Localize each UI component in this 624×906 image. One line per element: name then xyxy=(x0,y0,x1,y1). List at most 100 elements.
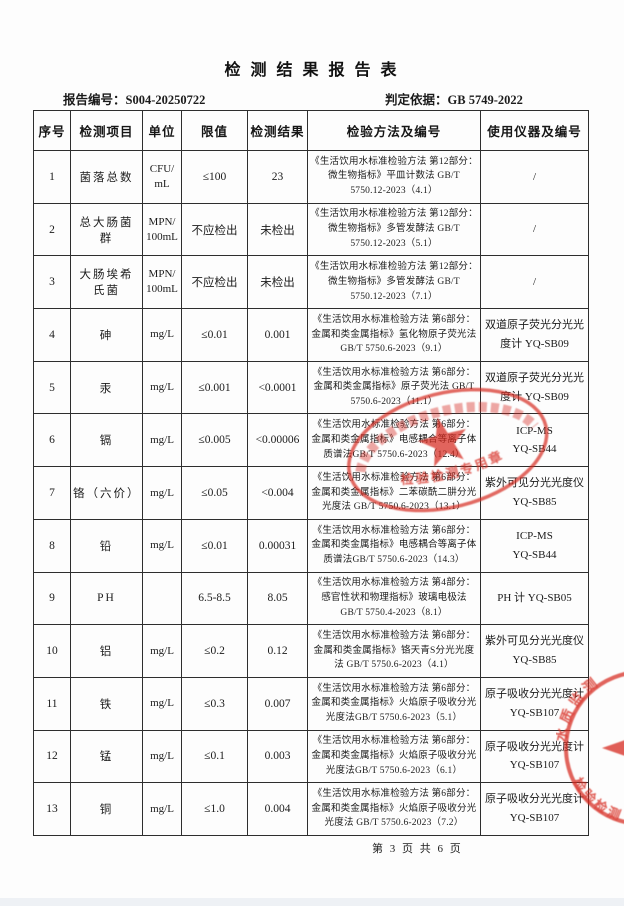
cell-item: 锰 xyxy=(70,729,143,784)
cell-limit: ≤0.01 xyxy=(181,518,248,573)
judgment-basis-label: 判定依据： xyxy=(385,93,448,107)
table-row: 5 汞 mg/L ≤0.001 <0.0001 《生活饮用水标准检验方法 第6部… xyxy=(33,360,589,415)
cell-instrument: 紫外可见分光光度仪 YQ-SB85 xyxy=(480,624,589,678)
cell-instrument: 原子吸收分光光度计 YQ-SB107 xyxy=(480,729,589,784)
cell-seq: 4 xyxy=(33,308,71,362)
cell-method: 《生活饮用水标准检验方法 第4部分：感官性状和物理指标》玻璃电极法 GB/T 5… xyxy=(307,571,481,626)
table-row: 11 铁 mg/L ≤0.3 0.007 《生活饮用水标准检验方法 第6部分：金… xyxy=(33,676,589,731)
report-number-value: S004-20250722 xyxy=(125,93,206,107)
cell-method: 《生活饮用水标准检验方法 第6部分：金属和类金属指标》火焰原子吸收分光光度法GB… xyxy=(307,676,481,731)
cell-method: 《生活饮用水标准检验方法 第6部分：金属和类金属指标》铬天青S分光光度法 GB/… xyxy=(307,624,481,678)
results-table: 序号 检测项目 单位 限值 检测结果 检验方法及编号 使用仪器及编号 1 菌落总… xyxy=(33,110,589,836)
cell-seq: 12 xyxy=(33,729,71,784)
cell-item: 菌落总数 xyxy=(70,150,143,204)
cell-result: 0.004 xyxy=(247,782,308,836)
cell-limit: ≤0.001 xyxy=(181,360,248,415)
cell-instrument: 双道原子荧光分光光度计 YQ-SB09 xyxy=(480,308,589,362)
report-number-label: 报告编号： xyxy=(63,93,126,107)
cell-method: 《生活饮用水标准检验方法 第6部分：金属和类金属指标》二苯碳酰二肼分光光度法 G… xyxy=(307,466,481,520)
judgment-basis-value: GB 5749-2022 xyxy=(447,93,523,107)
cell-limit: ≤0.01 xyxy=(181,308,248,362)
page-title: 检 测 结 果 报 告 表 xyxy=(224,62,400,79)
cell-unit: MPN/ 100mL xyxy=(142,202,182,257)
cell-item: 砷 xyxy=(70,308,143,362)
cell-method: 《生活饮用水标准检验方法 第6部分：金属和类金属指标》火焰原子吸收分光光度法GB… xyxy=(307,729,481,784)
table-row: 2 总大肠菌群 MPN/ 100mL 不应检出 未检出 《生活饮用水标准检验方法… xyxy=(33,202,589,257)
cell-seq: 11 xyxy=(33,676,71,731)
cell-unit xyxy=(142,571,182,626)
cell-item: 总大肠菌群 xyxy=(70,202,143,257)
table-row: 4 砷 mg/L ≤0.01 0.001 《生活饮用水标准检验方法 第6部分：金… xyxy=(33,308,589,362)
header-result: 检测结果 xyxy=(247,110,308,151)
table-row: 10 铝 mg/L ≤0.2 0.12 《生活饮用水标准检验方法 第6部分：金属… xyxy=(33,624,589,678)
report-number: 报告编号：S004-20250722 xyxy=(63,89,205,108)
cell-instrument: 原子吸收分光光度计 YQ-SB107 xyxy=(480,782,589,836)
table-row: 9 PH 6.5-8.5 8.05 《生活饮用水标准检验方法 第4部分：感官性状… xyxy=(33,571,589,626)
cell-seq: 8 xyxy=(33,518,71,573)
header-limit: 限值 xyxy=(181,110,248,151)
judgment-basis: 判定依据：GB 5749-2022 xyxy=(385,89,523,108)
header-item: 检测项目 xyxy=(70,110,143,151)
cell-result: 0.00031 xyxy=(247,518,308,573)
table-header-row: 序号 检测项目 单位 限值 检测结果 检验方法及编号 使用仪器及编号 xyxy=(33,110,589,151)
cell-seq: 5 xyxy=(33,360,71,415)
cell-unit: mg/L xyxy=(142,466,182,520)
cell-unit: mg/L xyxy=(142,624,182,678)
table-row: 7 铬（六价） mg/L ≤0.05 <0.004 《生活饮用水标准检验方法 第… xyxy=(33,466,589,520)
cell-unit: mg/L xyxy=(142,518,182,573)
cell-unit: mg/L xyxy=(142,729,182,784)
cell-limit: ≤0.1 xyxy=(181,729,248,784)
cell-item: 大肠埃希 氏菌 xyxy=(70,255,143,310)
cell-result: <0.004 xyxy=(247,466,308,520)
cell-limit: ≤0.05 xyxy=(181,466,248,520)
cell-item: 镉 xyxy=(70,413,143,468)
cell-method: 《生活饮用水标准检验方法 第12部分：微生物指标》多管发酵法 GB/T 5750… xyxy=(307,255,481,310)
table-row: 1 菌落总数 CFU/ mL ≤100 23 《生活饮用水标准检验方法 第12部… xyxy=(33,150,589,204)
cell-method: 《生活饮用水标准检验方法 第6部分：金属和类金属指标》电感耦合等离子体质谱法GB… xyxy=(307,413,481,468)
cell-item: 汞 xyxy=(70,360,143,415)
cell-method: 《生活饮用水标准检验方法 第6部分：金属和类金属指标》电感耦合等离子体质谱法GB… xyxy=(307,518,481,573)
cell-instrument: / xyxy=(480,150,589,204)
cell-unit: mg/L xyxy=(142,782,182,836)
cell-instrument: PH 计 YQ-SB05 xyxy=(480,571,589,626)
header-unit: 单位 xyxy=(142,110,182,151)
table-row: 12 锰 mg/L ≤0.1 0.003 《生活饮用水标准检验方法 第6部分：金… xyxy=(33,729,589,784)
cell-item: 铜 xyxy=(70,782,143,836)
cell-result: 0.001 xyxy=(247,308,308,362)
cell-limit: 6.5-8.5 xyxy=(181,571,248,626)
cell-instrument: ICP-MS YQ-SB44 xyxy=(480,413,589,468)
cell-item: 铅 xyxy=(70,518,143,573)
cell-unit: MPN/ 100mL xyxy=(142,255,182,310)
cell-seq: 1 xyxy=(33,150,71,204)
cell-instrument: ICP-MS YQ-SB44 xyxy=(480,518,589,573)
header-instrument: 使用仪器及编号 xyxy=(480,110,589,151)
cell-seq: 6 xyxy=(33,413,71,468)
cell-instrument: 紫外可见分光光度仪 YQ-SB85 xyxy=(480,466,589,520)
table-row: 8 铅 mg/L ≤0.01 0.00031 《生活饮用水标准检验方法 第6部分… xyxy=(33,518,589,573)
cell-instrument: 原子吸收分光光度计 YQ-SB107 xyxy=(480,676,589,731)
cell-seq: 3 xyxy=(33,255,71,310)
cell-method: 《生活饮用水标准检验方法 第6部分：金属和类金属指标》原子荧光法 GB/T 57… xyxy=(307,360,481,415)
cell-unit: mg/L xyxy=(142,413,182,468)
cell-method: 《生活饮用水标准检验方法 第12部分：微生物指标》多管发酵法 GB/T 5750… xyxy=(307,202,481,257)
star-icon xyxy=(602,740,624,756)
cell-item: 铬（六价） xyxy=(70,466,143,520)
cell-method: 《生活饮用水标准检验方法 第12部分：微生物指标》平皿计数法 GB/T 5750… xyxy=(307,150,481,204)
cell-unit: mg/L xyxy=(142,360,182,415)
cell-unit: mg/L xyxy=(142,308,182,362)
cell-limit: ≤1.0 xyxy=(181,782,248,836)
cell-result: 8.05 xyxy=(247,571,308,626)
header-method: 检验方法及编号 xyxy=(307,110,481,151)
cell-limit: 不应检出 xyxy=(181,255,248,310)
cell-item: 铁 xyxy=(70,676,143,731)
cell-result: 23 xyxy=(247,150,308,204)
cell-result: 0.12 xyxy=(247,624,308,678)
cell-result: 未检出 xyxy=(247,255,308,310)
cell-instrument: / xyxy=(480,202,589,257)
cell-instrument: 双道原子荧光分光光度计 YQ-SB09 xyxy=(480,360,589,415)
cell-seq: 10 xyxy=(33,624,71,678)
cell-seq: 13 xyxy=(33,782,71,836)
cell-result: 0.003 xyxy=(247,729,308,784)
cell-limit: 不应检出 xyxy=(181,202,248,257)
cell-item: PH xyxy=(70,571,143,626)
